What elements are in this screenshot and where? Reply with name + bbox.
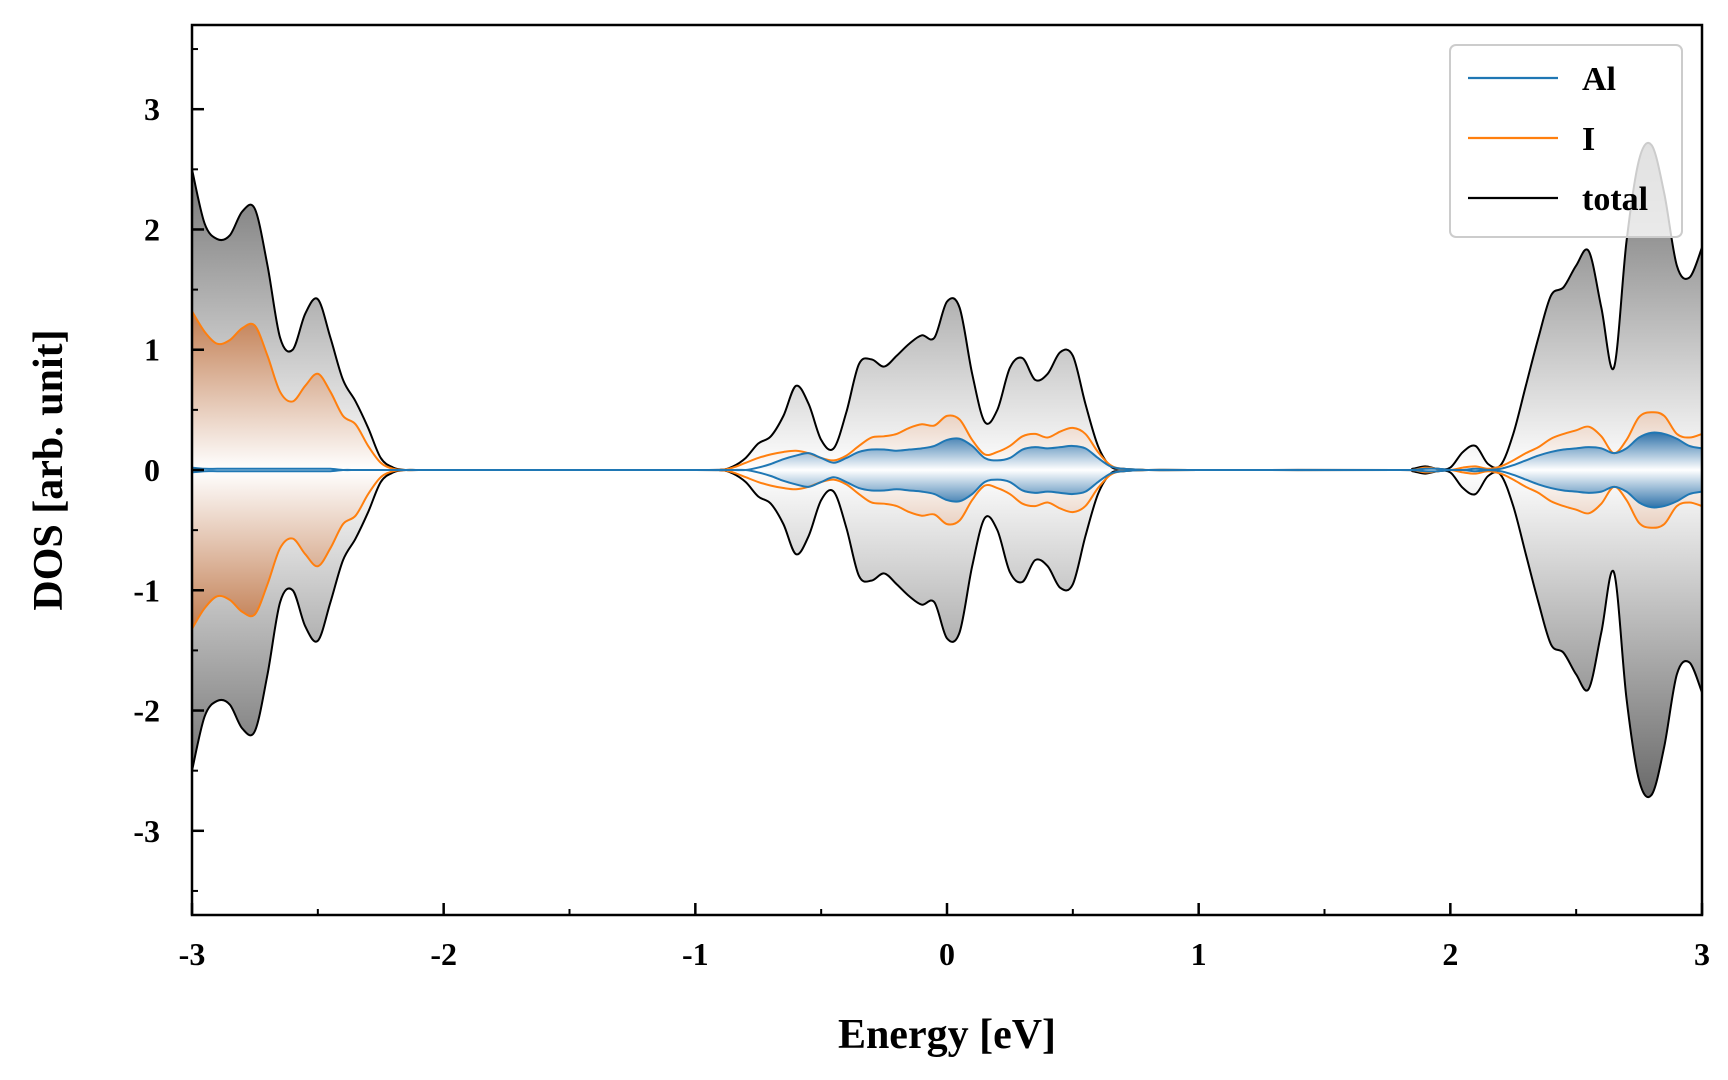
- x-tick-label: -2: [430, 936, 457, 972]
- y-axis: -3 -2 -1 0 1 2 3: [133, 48, 204, 892]
- y-tick-label: 0: [144, 452, 160, 488]
- series-line-total-up: [192, 141, 1702, 472]
- fill-area-al: [192, 432, 1702, 508]
- series-line-i-up: [192, 310, 1702, 472]
- series-line-al-down: [192, 467, 1702, 509]
- legend-label-al: Al: [1582, 61, 1616, 98]
- y-tick-label: -3: [133, 813, 160, 849]
- legend-box: [1449, 44, 1683, 238]
- y-tick-label: 1: [144, 332, 160, 368]
- y-tick-label: 2: [144, 211, 160, 247]
- y-axis-title: DOS [arb. unit]: [26, 329, 72, 610]
- legend-label-i: I: [1582, 121, 1595, 158]
- x-tick-label: 2: [1442, 936, 1458, 972]
- y-tick-label: 3: [144, 91, 160, 127]
- y-tick-label: -1: [133, 572, 160, 608]
- series-line-total-down: [192, 468, 1702, 799]
- x-tick-label: 0: [939, 936, 955, 972]
- x-tick-label: 1: [1191, 936, 1207, 972]
- y-tick-label: -2: [133, 693, 160, 729]
- x-axis: -3 -2 -1 0 1 2 3: [179, 903, 1710, 972]
- dos-curves: [192, 141, 1702, 799]
- x-axis-title: Energy [eV]: [838, 1012, 1056, 1058]
- series-line-i-down: [192, 468, 1702, 630]
- legend-label-total: total: [1582, 181, 1648, 218]
- x-tick-label: -3: [179, 936, 206, 972]
- dos-fill-areas: [192, 142, 1702, 798]
- x-tick-label: 3: [1694, 936, 1710, 972]
- x-tick-label: -1: [682, 936, 709, 972]
